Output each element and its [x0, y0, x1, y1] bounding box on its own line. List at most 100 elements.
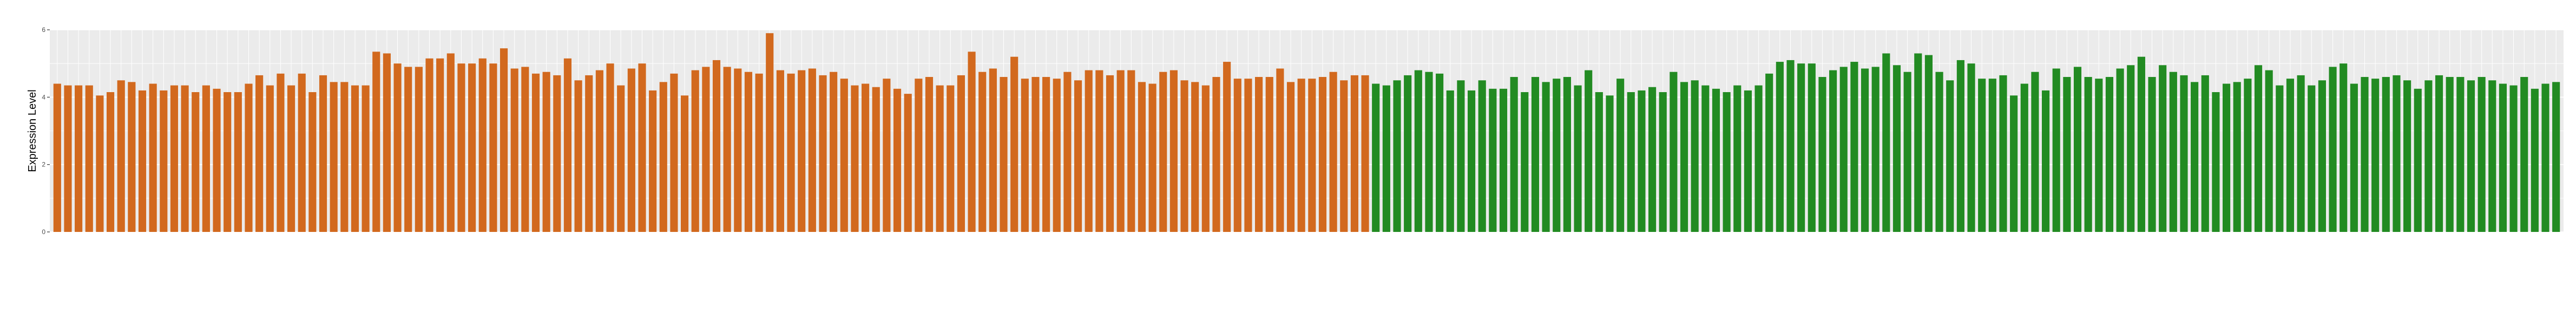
- bar: [1701, 85, 1710, 232]
- bar: [85, 85, 93, 232]
- bar: [2073, 67, 2082, 232]
- bar: [531, 73, 540, 232]
- y-axis-label: Expression Level: [27, 89, 38, 172]
- bar: [819, 75, 827, 232]
- bar: [2137, 56, 2145, 232]
- bar: [2552, 82, 2560, 232]
- bar: [638, 63, 646, 232]
- bar: [691, 70, 699, 232]
- bar: [245, 83, 253, 232]
- bar: [2233, 82, 2241, 232]
- bar: [766, 33, 774, 232]
- bar: [1159, 72, 1167, 232]
- bar: [1978, 79, 1986, 232]
- bar: [2329, 67, 2337, 232]
- bar: [1903, 72, 1911, 232]
- bar: [1095, 70, 1103, 232]
- bar: [574, 80, 582, 232]
- bar: [840, 79, 848, 232]
- bar: [1340, 80, 1348, 232]
- bar: [1627, 92, 1635, 232]
- bar: [2478, 77, 2486, 232]
- bar: [2159, 65, 2167, 232]
- bar: [1414, 70, 1422, 232]
- bar: [1967, 63, 1975, 232]
- bar: [798, 70, 806, 232]
- bar: [1106, 75, 1114, 232]
- y-axis-ticks: 0 2 4 6: [42, 26, 50, 236]
- bar: [457, 63, 465, 232]
- y-tick-label: 4: [42, 93, 45, 101]
- bar: [2541, 83, 2549, 232]
- bar: [1553, 79, 1561, 232]
- bars: [53, 33, 2560, 232]
- bar: [1924, 55, 1933, 232]
- bar: [2371, 79, 2380, 232]
- bar: [2456, 77, 2465, 232]
- bar: [2488, 80, 2496, 232]
- bar: [1265, 77, 1273, 232]
- bar: [1850, 62, 1858, 232]
- bar: [2286, 79, 2295, 232]
- bar: [1680, 82, 1688, 232]
- bar: [1786, 60, 1795, 232]
- bar: [1191, 82, 1199, 232]
- bar: [2393, 75, 2401, 232]
- bar: [553, 75, 561, 232]
- bar: [415, 67, 423, 232]
- bar: [563, 58, 572, 232]
- bar: [117, 80, 125, 232]
- bar: [64, 85, 72, 232]
- bar: [2382, 77, 2390, 232]
- bar: [2276, 85, 2284, 232]
- bar: [106, 92, 115, 232]
- bar: [2116, 68, 2124, 232]
- bar: [1818, 77, 1826, 232]
- bar: [404, 67, 412, 232]
- bar: [287, 85, 295, 232]
- bar: [1499, 88, 1508, 232]
- bar: [1489, 88, 1497, 232]
- bar: [2169, 72, 2177, 232]
- bar: [755, 73, 763, 232]
- bar: [925, 77, 934, 232]
- bar: [2308, 85, 2316, 232]
- bar: [2031, 72, 2039, 232]
- bar: [1361, 75, 1369, 232]
- bar: [2509, 85, 2518, 232]
- bar: [989, 68, 997, 232]
- bar: [904, 94, 912, 232]
- y-tick-label: 2: [42, 161, 45, 169]
- bar: [2403, 80, 2411, 232]
- bar: [649, 90, 657, 232]
- bar: [362, 85, 370, 232]
- bar: [585, 75, 593, 232]
- bar: [1988, 79, 1996, 232]
- bar: [138, 90, 147, 232]
- bar: [1223, 62, 1231, 232]
- bar: [340, 82, 349, 232]
- y-tick-label: 6: [42, 26, 45, 34]
- bar: [947, 85, 955, 232]
- bar: [468, 63, 476, 232]
- bar: [1350, 75, 1358, 232]
- bar: [319, 75, 327, 232]
- bar: [1723, 92, 1731, 232]
- bar: [1042, 77, 1050, 232]
- bar: [192, 92, 200, 232]
- bar: [1765, 73, 1773, 232]
- bar: [1659, 92, 1667, 232]
- bar: [2254, 65, 2263, 232]
- y-tick-label: 0: [42, 228, 45, 236]
- bar: [1585, 70, 1593, 232]
- bar: [1871, 67, 1880, 232]
- bar: [1670, 72, 1678, 232]
- bar: [1233, 79, 1241, 232]
- bar: [862, 83, 870, 232]
- bar: [1436, 73, 1444, 232]
- bar: [542, 72, 550, 232]
- bar: [617, 85, 625, 232]
- bar: [2361, 77, 2369, 232]
